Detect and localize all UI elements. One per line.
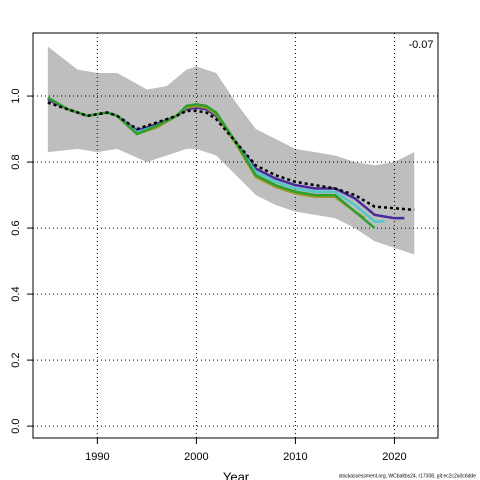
annotation: -0.07 (408, 39, 433, 51)
x-axis-label: Year (223, 469, 250, 480)
y-tick-label: 0.4 (10, 286, 22, 301)
x-tick-label: 2000 (184, 451, 208, 463)
y-tick-label: 0.8 (10, 154, 22, 169)
y-tick-label: 0.2 (10, 352, 22, 367)
plot-frame (32, 32, 439, 439)
x-tick-label: 1990 (85, 451, 109, 463)
y-tick-label: 1.0 (10, 88, 22, 103)
series-line (47, 96, 376, 230)
y-tick-label: 0.6 (10, 220, 22, 235)
x-tick-label: 2020 (382, 451, 406, 463)
series-line (47, 101, 415, 212)
y-tick-label: 0.0 (10, 418, 22, 433)
footer: stockassessment.org, WCbaltbs24, r17308,… (339, 473, 477, 479)
confidence-band (47, 46, 415, 255)
x-tick-label: 2010 (283, 451, 307, 463)
